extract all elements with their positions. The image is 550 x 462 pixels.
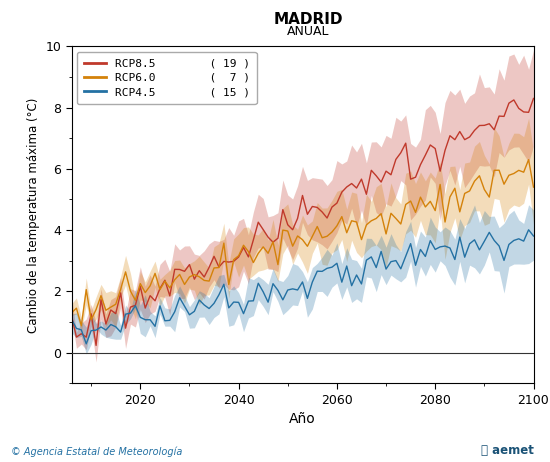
Y-axis label: Cambio de la temperatura máxima (°C): Cambio de la temperatura máxima (°C) (26, 97, 40, 333)
Text: ANUAL: ANUAL (287, 25, 329, 38)
Text: Ⓚ aemet: Ⓚ aemet (481, 444, 534, 457)
Text: © Agencia Estatal de Meteorología: © Agencia Estatal de Meteorología (11, 447, 183, 457)
Text: MADRID: MADRID (273, 12, 343, 26)
Legend: RCP8.5        ( 19 ), RCP6.0        (  7 ), RCP4.5        ( 15 ): RCP8.5 ( 19 ), RCP6.0 ( 7 ), RCP4.5 ( 15… (77, 52, 256, 104)
X-axis label: Año: Año (289, 413, 316, 426)
